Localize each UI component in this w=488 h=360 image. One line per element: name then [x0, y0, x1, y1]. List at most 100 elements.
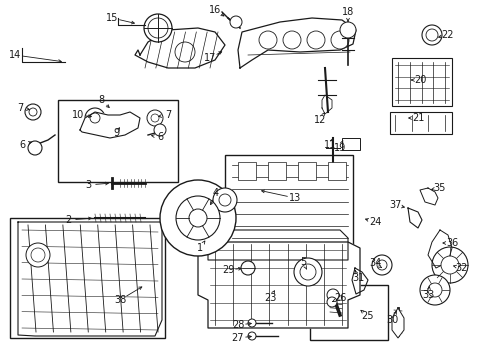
Circle shape [29, 108, 37, 116]
Text: 32: 32 [455, 263, 467, 273]
Text: 18: 18 [341, 7, 353, 17]
Circle shape [229, 16, 242, 28]
Text: 34: 34 [368, 258, 380, 268]
Circle shape [247, 332, 256, 340]
Polygon shape [427, 230, 451, 268]
Circle shape [176, 196, 220, 240]
Circle shape [147, 110, 163, 126]
Text: 36: 36 [445, 238, 457, 248]
Circle shape [90, 113, 100, 123]
Polygon shape [419, 188, 437, 205]
Text: 37: 37 [388, 200, 400, 210]
Circle shape [431, 247, 467, 283]
Text: 6: 6 [157, 132, 163, 142]
Polygon shape [135, 28, 224, 68]
Circle shape [283, 31, 301, 49]
Polygon shape [18, 222, 162, 336]
Circle shape [371, 255, 391, 275]
Text: 6: 6 [19, 140, 25, 150]
Bar [389, 112, 451, 134]
Text: 7: 7 [164, 110, 171, 120]
Text: 24: 24 [368, 217, 381, 227]
Circle shape [219, 194, 230, 206]
Circle shape [306, 31, 325, 49]
Bar [238, 162, 256, 180]
Text: 25: 25 [361, 311, 373, 321]
Circle shape [26, 243, 50, 267]
Text: 35: 35 [433, 183, 445, 193]
Circle shape [326, 297, 336, 307]
Text: 2: 2 [65, 215, 71, 225]
Circle shape [293, 258, 321, 286]
Text: 27: 27 [231, 333, 244, 343]
Polygon shape [321, 95, 331, 114]
Bar [224, 155, 352, 247]
Bar [58, 100, 178, 182]
Bar [341, 138, 359, 150]
Circle shape [31, 248, 45, 262]
Circle shape [85, 108, 105, 128]
Text: 17: 17 [203, 53, 216, 63]
Text: 33: 33 [421, 290, 433, 300]
Text: 5: 5 [299, 257, 305, 267]
Text: 31: 31 [351, 273, 364, 283]
Polygon shape [207, 230, 347, 260]
Circle shape [326, 289, 338, 301]
Text: 4: 4 [212, 188, 219, 198]
Bar [297, 162, 315, 180]
Text: 7: 7 [17, 103, 23, 113]
Circle shape [247, 319, 256, 327]
Circle shape [28, 141, 42, 155]
Text: 29: 29 [222, 265, 234, 275]
Polygon shape [80, 112, 140, 138]
Text: 23: 23 [263, 293, 276, 303]
Text: 14: 14 [9, 50, 21, 60]
Circle shape [143, 14, 172, 42]
Text: 26: 26 [333, 293, 346, 303]
Polygon shape [198, 242, 359, 328]
Text: 9: 9 [113, 128, 119, 138]
Bar [327, 162, 346, 180]
Bar [267, 162, 285, 180]
Text: 20: 20 [413, 75, 426, 85]
Circle shape [241, 261, 254, 275]
Text: 10: 10 [72, 110, 84, 120]
Text: 16: 16 [208, 5, 221, 15]
Circle shape [299, 264, 315, 280]
Polygon shape [238, 18, 355, 68]
Circle shape [440, 256, 458, 274]
Circle shape [154, 124, 165, 136]
Text: 1: 1 [197, 243, 203, 253]
Text: 22: 22 [441, 30, 453, 40]
Polygon shape [391, 308, 403, 338]
Text: 15: 15 [105, 13, 118, 23]
Text: 30: 30 [385, 315, 397, 325]
Circle shape [189, 209, 206, 227]
Text: 21: 21 [411, 113, 423, 123]
Text: 38: 38 [114, 295, 126, 305]
Circle shape [213, 188, 237, 212]
Circle shape [259, 31, 276, 49]
Bar [309, 285, 387, 340]
Circle shape [376, 260, 386, 270]
Text: 8: 8 [98, 95, 104, 105]
Text: 12: 12 [313, 115, 325, 125]
Text: 11: 11 [323, 140, 335, 150]
Circle shape [148, 18, 168, 38]
Text: 13: 13 [288, 193, 301, 203]
Bar [10, 218, 164, 338]
Circle shape [330, 31, 348, 49]
Circle shape [339, 22, 355, 38]
Circle shape [160, 180, 236, 256]
Circle shape [151, 114, 159, 122]
Text: 28: 28 [231, 320, 244, 330]
Circle shape [425, 29, 437, 41]
Text: 19: 19 [333, 143, 346, 153]
Bar [391, 58, 451, 106]
Circle shape [175, 42, 195, 62]
Circle shape [419, 275, 449, 305]
Circle shape [421, 25, 441, 45]
Circle shape [25, 104, 41, 120]
Text: 3: 3 [85, 180, 91, 190]
Circle shape [427, 283, 441, 297]
